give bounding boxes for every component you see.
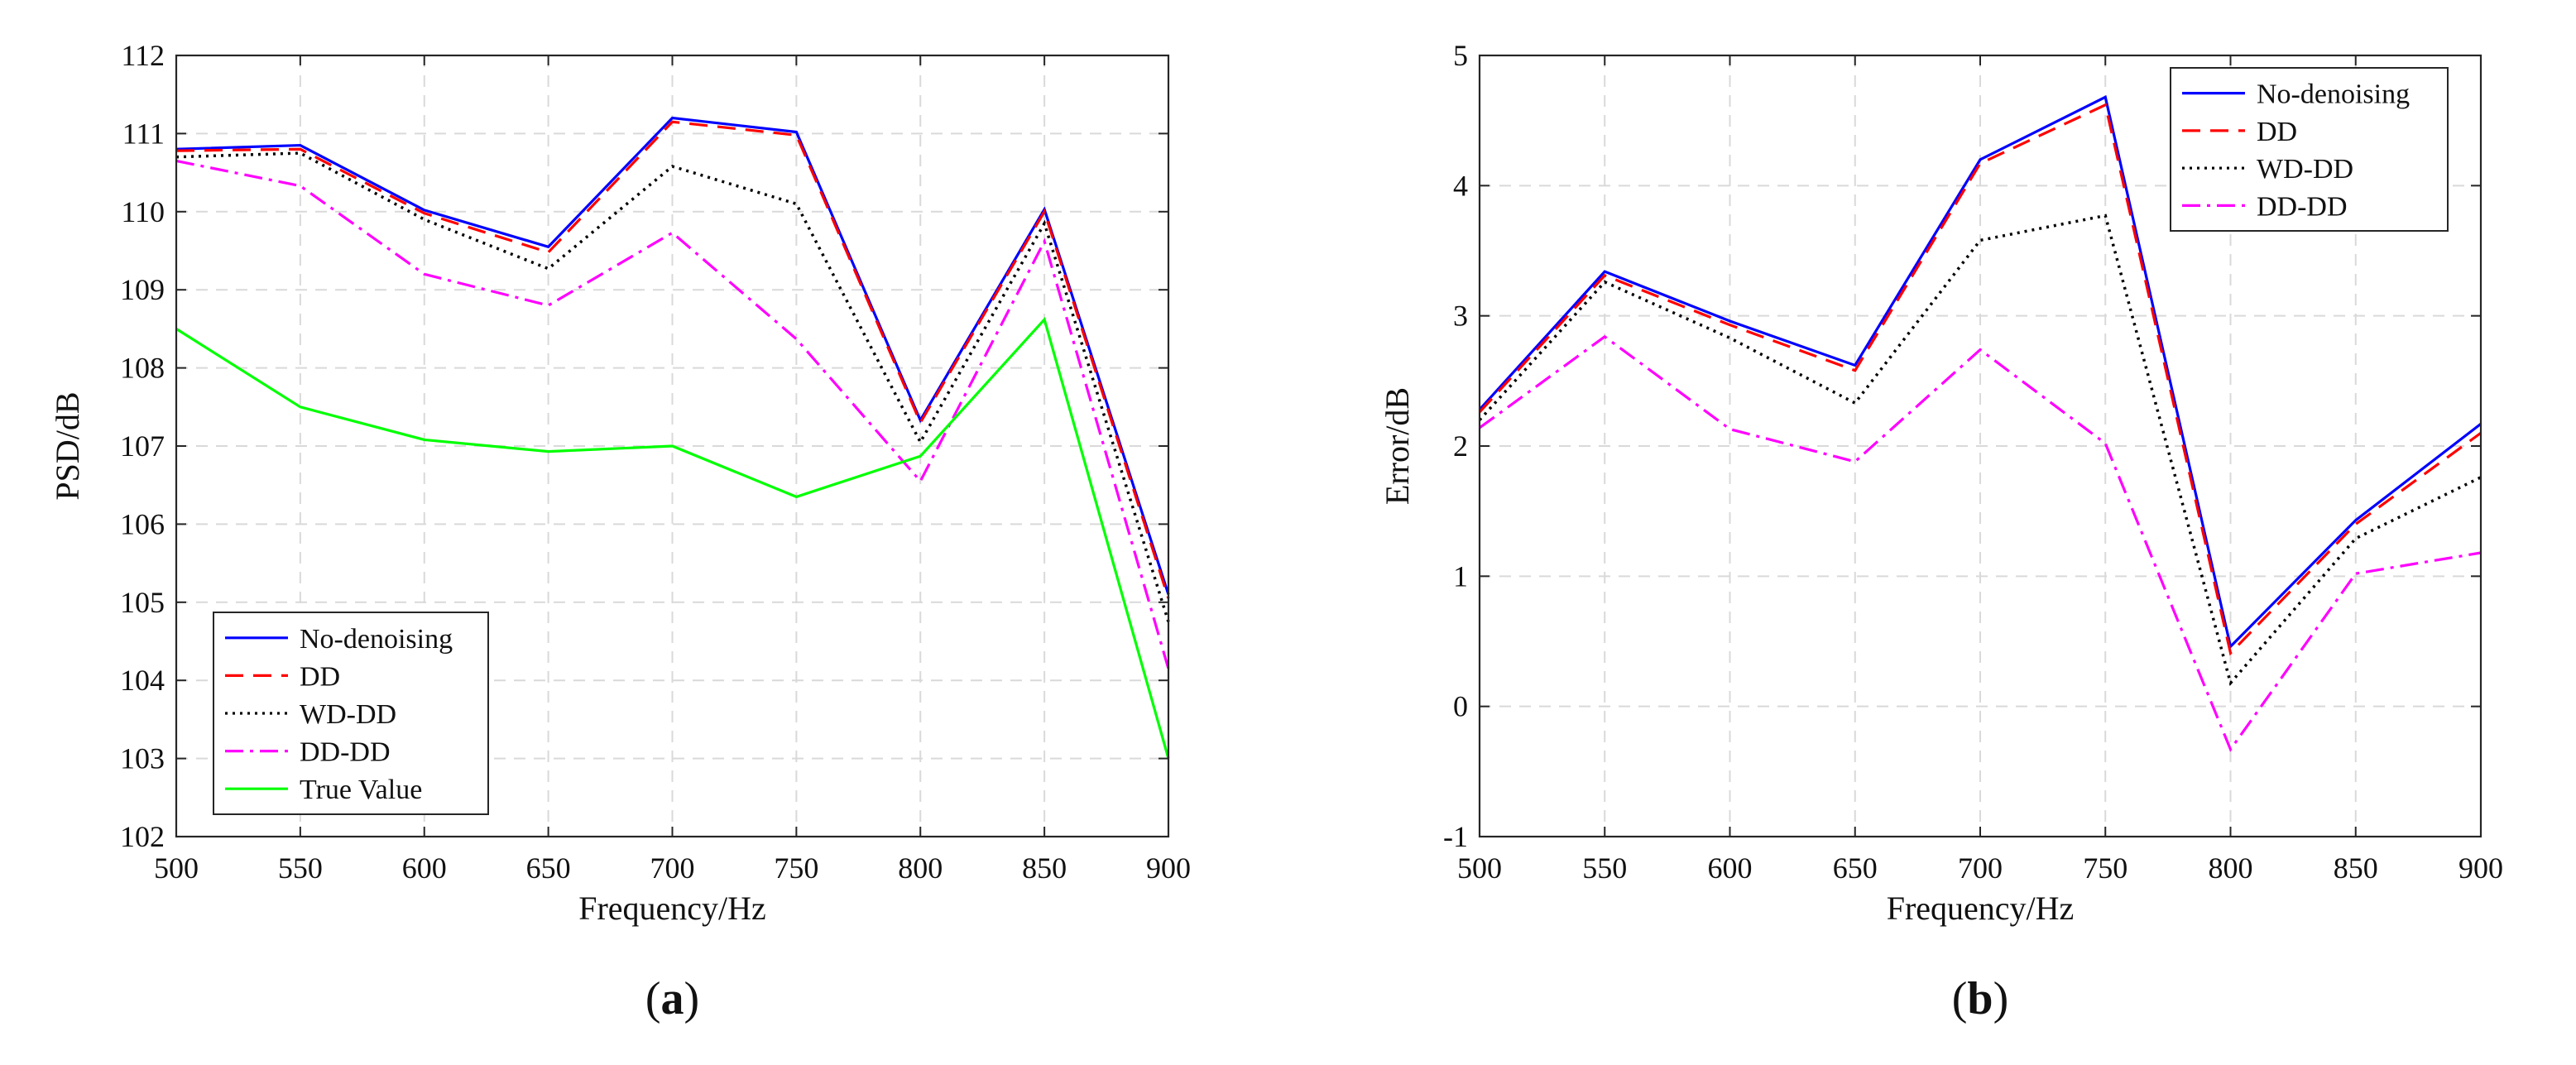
y-tick-label: 107: [120, 429, 165, 463]
series-line-dd-dd: [1479, 334, 2482, 752]
y-tick-label: 3: [1453, 300, 1468, 333]
y-tick-label: 4: [1453, 169, 1468, 202]
y-tick-label: 105: [120, 586, 165, 619]
x-axis-label: Frequency/Hz: [1887, 890, 2075, 927]
y-tick-label: 111: [122, 117, 165, 150]
legend-entry: No-denoising: [300, 624, 453, 655]
y-tick-label: -1: [1443, 820, 1468, 853]
x-tick-label: 600: [1708, 852, 1753, 885]
x-axis-label: Frequency/Hz: [578, 890, 766, 927]
x-tick-label: 900: [2458, 852, 2503, 885]
legend-entry: WD-DD: [2257, 154, 2353, 185]
legend-entry: WD-DD: [300, 699, 396, 730]
x-tick-label: 750: [774, 852, 818, 885]
y-axis-label: PSD/dB: [49, 391, 86, 500]
series-line-wd-dd: [1478, 213, 2482, 686]
series-line-true-value: [175, 316, 1170, 760]
x-tick-label: 650: [526, 852, 571, 885]
y-tick-label: 110: [121, 195, 165, 228]
x-tick-label: 850: [2334, 852, 2378, 885]
y-tick-label: 112: [121, 39, 165, 72]
x-tick-label: 650: [1833, 852, 1878, 885]
y-tick-label: 0: [1453, 690, 1468, 723]
x-tick-label: 800: [898, 852, 943, 885]
x-tick-label: 500: [154, 852, 199, 885]
panel-a: 500 550 600 650 700 750 800 850 900 102 103 104 105 1…: [49, 39, 1191, 1024]
y-tick-label: 106: [120, 507, 165, 540]
y-tick-label: 109: [120, 273, 165, 306]
series-line-no-denoising: [1478, 95, 2482, 650]
legend-entry: DD-DD: [2257, 191, 2348, 222]
legend-box: [2170, 67, 2449, 232]
x-tick-label: 750: [2083, 852, 2127, 885]
y-tick-label: 102: [120, 820, 165, 853]
legend-box: [213, 612, 489, 815]
series-line-dd: [1478, 103, 2482, 656]
y-tick-label: 2: [1453, 429, 1468, 463]
panel-b: 500 550 600 650 700 750 800 850 900 -1 0 1 2 3 4 5 Frequ…: [1379, 39, 2503, 1024]
legend: No-denoising DD WD-DD DD-DD: [2170, 67, 2449, 232]
y-tick-label: 103: [120, 742, 165, 775]
series-line-wd-dd: [175, 151, 1170, 622]
series-line-no-denoising: [175, 116, 1170, 595]
legend-entry: DD-DD: [300, 737, 391, 768]
x-tick-label: 900: [1146, 852, 1191, 885]
x-tick-label: 550: [278, 852, 323, 885]
x-tick-label: 500: [1457, 852, 1502, 885]
x-tick-label: 700: [650, 852, 695, 885]
x-tick-label: 700: [1958, 852, 2003, 885]
legend-entry: True Value: [300, 775, 422, 805]
x-tick-label: 850: [1022, 852, 1067, 885]
y-tick-label: 108: [120, 352, 165, 385]
panel-label: (a): [645, 973, 699, 1024]
y-tick-label: 5: [1453, 39, 1468, 72]
legend-entry: DD: [300, 661, 340, 692]
series-line-dd-dd: [175, 159, 1170, 669]
legend-entry: No-denoising: [2257, 79, 2410, 110]
y-tick-label: 1: [1453, 559, 1468, 592]
x-tick-label: 550: [1582, 852, 1627, 885]
x-tick-label: 600: [402, 852, 447, 885]
series-line-dd: [175, 120, 1170, 599]
legend-entry: DD: [2257, 117, 2297, 147]
x-tick-label: 800: [2209, 852, 2253, 885]
y-tick-label: 104: [120, 664, 165, 697]
panel-label: (b): [1952, 973, 2008, 1024]
legend: No-denoising DD WD-DD DD-DD True Value: [213, 612, 489, 815]
y-axis-label: Error/dB: [1379, 387, 1416, 505]
